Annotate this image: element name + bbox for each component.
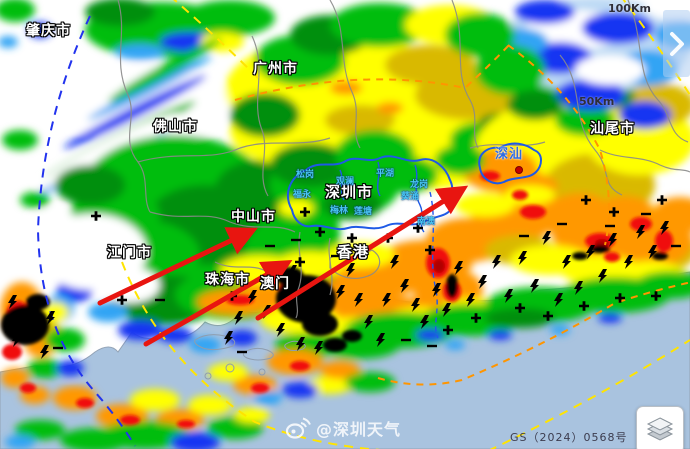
storm-motion-arrow: [143, 260, 293, 347]
layers-icon: [646, 417, 674, 441]
district-dashed-boundary: [429, 191, 439, 339]
storm-motion-arrow: [255, 185, 469, 321]
storm-motion-arrows: [97, 185, 469, 347]
map-pan-right-control[interactable]: [663, 10, 690, 77]
shenshan-station-dot: [515, 166, 523, 174]
storm-motion-arrow: [97, 227, 258, 306]
chevron-right-icon: [669, 31, 684, 56]
layers-button[interactable]: [636, 406, 684, 449]
island-outlines: [194, 334, 306, 380]
